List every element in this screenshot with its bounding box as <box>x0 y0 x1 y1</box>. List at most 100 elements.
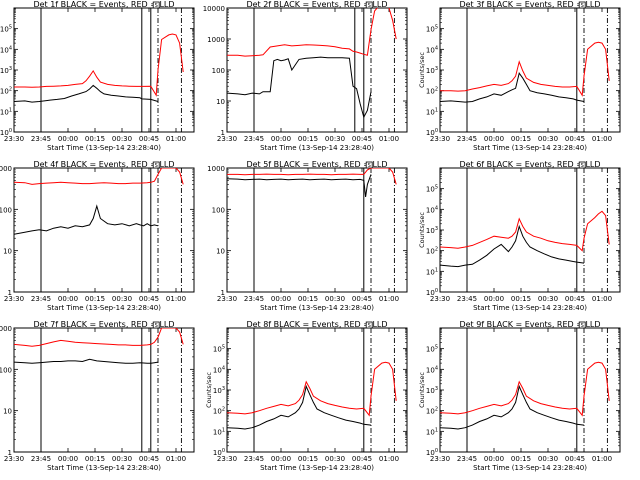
x-tick-label: 00:30 <box>112 455 132 463</box>
series-lld-line <box>227 8 397 57</box>
series-events-line <box>440 224 585 268</box>
x-tick-label: 00:15 <box>298 135 318 143</box>
y-tick-label: 101 <box>426 427 438 436</box>
x-tick-label: 23:30 <box>430 135 450 143</box>
x-axis-label: Start Time (13-Sep-14 23:28:40) <box>47 464 161 472</box>
series-lld-line <box>14 328 184 347</box>
series-events-line <box>14 358 159 364</box>
panel-title: Det 4f BLACK = Events, RED = LLD <box>33 160 174 169</box>
series-events-line <box>227 56 372 119</box>
x-tick-label: 01:00 <box>379 135 399 143</box>
x-tick-label: 00:15 <box>85 135 105 143</box>
y-tick-label: 100 <box>212 206 225 214</box>
x-tick-label: 00:15 <box>511 295 531 303</box>
y-tick-label: 100 <box>426 288 438 297</box>
y-tick-label: 104 <box>426 45 438 54</box>
detector-panel-1: Det 1f BLACK = Events, RED = LLD 100 101 10… <box>0 0 195 152</box>
y-tick-label: 101 <box>213 427 225 436</box>
x-tick-label: 00:30 <box>325 455 345 463</box>
y-tick-label: 100 <box>0 206 12 214</box>
y-tick-label: 1000 <box>207 165 225 173</box>
panel-title: Det 7f BLACK = Events, RED = LLD <box>33 320 174 329</box>
y-tick-label: 105 <box>213 345 225 354</box>
x-tick-label: 23:45 <box>31 135 51 143</box>
x-axis-label: Start Time (13-Sep-14 23:28:40) <box>47 304 161 312</box>
y-tick-label: 103 <box>213 386 225 395</box>
x-tick-label: 00:30 <box>325 135 345 143</box>
y-axis-label: Counts/sec <box>205 372 213 408</box>
x-tick-label: 00:30 <box>538 295 558 303</box>
y-tick-label: 105 <box>426 25 438 34</box>
series-events-line <box>14 204 159 235</box>
series-lld-line <box>227 361 397 417</box>
saa-box-marker <box>578 1 586 9</box>
plot-frame <box>13 327 195 453</box>
x-tick-label: 01:00 <box>379 455 399 463</box>
panel-title: Det 6f BLACK = Events, RED = LLD <box>459 160 600 169</box>
y-tick-label: 10 <box>3 408 12 416</box>
y-tick-label: 10 <box>216 248 225 256</box>
saa-box-label: S <box>368 163 371 169</box>
y-tick-label: 10 <box>216 98 225 106</box>
y-tick-label: 102 <box>213 407 225 416</box>
detector-panel-6: Det 6f BLACK = Events, RED = LLD 100 101 10… <box>418 160 621 312</box>
y-tick-label: 103 <box>426 386 438 395</box>
x-tick-label: 23:45 <box>31 295 51 303</box>
detector-panel-3: Det 3f BLACK = Events, RED = LLD 100 101 10… <box>418 0 621 152</box>
plot-frame <box>226 167 408 293</box>
y-tick-label: 100 <box>0 128 12 137</box>
x-tick-label: 23:30 <box>4 295 24 303</box>
x-axis-label: Start Time (13-Sep-14 23:28:40) <box>260 304 374 312</box>
x-tick-label: 00:15 <box>85 455 105 463</box>
x-tick-label: 00:45 <box>565 135 585 143</box>
series-events-line <box>14 84 159 103</box>
detector-panel-7: Det 7f BLACK = Events, RED = LLD 1 10 100 10… <box>0 320 195 472</box>
x-tick-label: 00:00 <box>484 455 504 463</box>
saa-box-label: S <box>368 323 371 329</box>
detector-panel-4: Det 4f BLACK = Events, RED = LLD 1 10 100 10… <box>0 160 195 312</box>
x-axis-label: Start Time (13-Sep-14 23:28:40) <box>47 144 161 152</box>
saa-box-marker <box>578 321 586 329</box>
x-tick-label: 00:15 <box>511 135 531 143</box>
x-axis-label: Start Time (13-Sep-14 23:28:40) <box>473 304 587 312</box>
saa-box-label: S <box>581 3 584 9</box>
x-tick-label: 23:30 <box>4 455 24 463</box>
panel-title: Det 1f BLACK = Events, RED = LLD <box>33 0 174 9</box>
saa-box-label: S <box>581 163 584 169</box>
x-axis-label: Start Time (13-Sep-14 23:28:40) <box>260 144 374 152</box>
y-tick-label: 105 <box>426 345 438 354</box>
x-tick-label: 23:45 <box>457 295 477 303</box>
panel-title: Det 2f BLACK = Events, RED = LLD <box>246 0 387 9</box>
x-tick-label: 00:00 <box>271 295 291 303</box>
x-tick-label: 00:45 <box>352 455 372 463</box>
x-tick-label: 00:45 <box>139 295 159 303</box>
series-lld-line <box>14 168 184 185</box>
y-tick-label: 105 <box>426 185 438 194</box>
saa-box-label: S <box>155 323 158 329</box>
plot-frame <box>13 167 195 293</box>
panel-title: Det 5f BLACK = Events, RED = LLD <box>246 160 387 169</box>
x-tick-label: 23:30 <box>217 455 237 463</box>
saa-box-label: S <box>155 163 158 169</box>
x-tick-label: 23:45 <box>457 455 477 463</box>
y-tick-label: 102 <box>426 87 438 96</box>
x-tick-label: 00:00 <box>58 455 78 463</box>
detector-panel-2: Det 2f BLACK = Events, RED = LLD 1 10 100 10… <box>203 0 408 152</box>
saa-box-marker <box>152 321 160 329</box>
x-tick-label: 01:00 <box>166 455 186 463</box>
y-tick-label: 100 <box>0 366 12 374</box>
y-tick-label: 1 <box>221 289 225 297</box>
y-tick-label: 105 <box>0 25 12 34</box>
series-lld-line <box>440 361 610 417</box>
x-tick-label: 23:45 <box>457 135 477 143</box>
y-tick-label: 102 <box>0 87 12 96</box>
x-tick-label: 00:15 <box>511 455 531 463</box>
x-tick-label: 01:00 <box>166 295 186 303</box>
x-tick-label: 01:00 <box>592 295 612 303</box>
saa-box-label: S <box>368 3 371 9</box>
x-tick-label: 01:00 <box>592 455 612 463</box>
panel-title: Det 9f BLACK = Events, RED = LLD <box>459 320 600 329</box>
y-tick-label: 100 <box>426 448 438 457</box>
series-lld-line <box>14 33 184 97</box>
